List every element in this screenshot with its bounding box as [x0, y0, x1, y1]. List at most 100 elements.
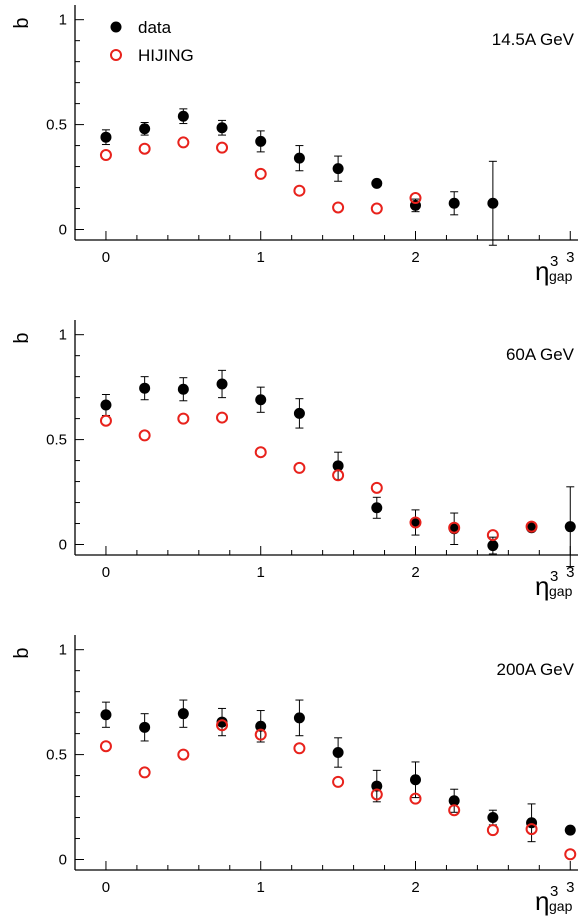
y-tick-label: 0.5 — [46, 747, 67, 764]
data-point — [177, 110, 189, 122]
x-axis-title-subscript: gap — [549, 898, 573, 914]
data-point — [564, 824, 576, 836]
y-tick-label: 1 — [59, 327, 67, 344]
hijing-point — [370, 788, 383, 801]
hijing-point — [564, 848, 577, 861]
data-point — [332, 163, 344, 175]
hijing-point — [409, 792, 422, 805]
x-tick-label: 0 — [102, 879, 110, 896]
data-point — [409, 516, 421, 528]
data-point — [177, 708, 189, 720]
legend-data-label: data — [138, 18, 172, 37]
data-point — [139, 721, 151, 733]
data-point — [216, 716, 228, 728]
data-point — [177, 383, 189, 395]
hijing-point — [254, 728, 267, 741]
hijing-point — [448, 804, 461, 817]
x-tick-label: 0 — [102, 249, 110, 266]
data-point — [100, 709, 112, 721]
x-tick-label: 0 — [102, 564, 110, 581]
y-tick-label: 1 — [59, 12, 67, 29]
data-point — [100, 399, 112, 411]
series-data — [100, 369, 576, 568]
hijing-point — [138, 766, 151, 779]
y-tick-label: 0 — [59, 852, 67, 869]
data-point — [332, 747, 344, 758]
hijing-point — [216, 411, 229, 424]
data-point — [293, 407, 305, 419]
y-tick-label: 0 — [59, 537, 67, 554]
x-tick-label: 3 — [566, 879, 574, 896]
y-axis-title: b — [11, 647, 33, 658]
data-point — [100, 131, 112, 143]
hijing-point — [409, 516, 422, 529]
legend-data-marker — [110, 21, 122, 33]
data-point — [255, 394, 267, 406]
data-point — [293, 712, 305, 724]
x-tick-label: 1 — [257, 249, 265, 266]
hijing-point — [177, 136, 190, 149]
x-axis-title-subscript: gap — [549, 583, 573, 599]
data-point — [293, 152, 305, 164]
data-point — [371, 177, 383, 189]
panel-energy-label: 200A GeV — [496, 660, 574, 679]
x-tick-label: 3 — [566, 564, 574, 581]
hijing-point — [254, 446, 267, 459]
hijing-point — [525, 823, 538, 836]
data-point — [409, 774, 421, 786]
hijing-point — [370, 202, 383, 215]
data-point — [448, 795, 460, 807]
x-axis-title-symbol: η — [535, 571, 549, 601]
y-tick-label: 0.5 — [46, 432, 67, 449]
data-point — [371, 502, 383, 514]
hijing-point — [177, 412, 190, 425]
hijing-point — [138, 142, 151, 155]
data-point — [487, 812, 499, 824]
x-axis-title-symbol: η — [535, 256, 549, 286]
hijing-point — [370, 481, 383, 494]
hijing-point — [525, 520, 538, 533]
hijing-point — [138, 429, 151, 442]
y-tick-label: 1 — [59, 642, 67, 659]
data-point — [255, 135, 267, 147]
data-point — [216, 378, 228, 390]
x-tick-label: 1 — [257, 879, 265, 896]
data-point — [255, 720, 267, 732]
x-axis-title-superscript: 3 — [550, 253, 558, 270]
hijing-point — [409, 192, 422, 205]
x-tick-label: 2 — [411, 564, 419, 581]
data-point — [564, 521, 576, 533]
data-point — [139, 382, 151, 394]
y-tick-label: 0.5 — [46, 117, 67, 134]
panel-energy-label: 60A GeV — [506, 345, 575, 364]
x-tick-label: 2 — [411, 879, 419, 896]
hijing-point — [332, 775, 345, 788]
legend-hijing-marker — [110, 49, 122, 61]
data-point — [487, 197, 499, 209]
y-axis-title: b — [11, 17, 33, 28]
hijing-point — [448, 521, 461, 534]
data-point — [332, 460, 344, 472]
x-axis-title-symbol: η — [535, 886, 549, 916]
hijing-point — [254, 167, 267, 180]
data-point — [487, 540, 499, 552]
series-hijing — [99, 719, 577, 861]
legend-hijing-label: HIJING — [138, 46, 194, 65]
hijing-point — [486, 824, 499, 837]
x-axis-title-superscript: 3 — [550, 568, 558, 585]
panel-energy-label: 14.5A GeV — [492, 30, 575, 49]
hijing-point — [99, 149, 112, 162]
hijing-point — [293, 742, 306, 755]
hijing-point — [332, 469, 345, 482]
data-point — [371, 780, 383, 792]
hijing-point — [293, 461, 306, 474]
data-point — [448, 197, 460, 209]
x-tick-label: 1 — [257, 564, 265, 581]
